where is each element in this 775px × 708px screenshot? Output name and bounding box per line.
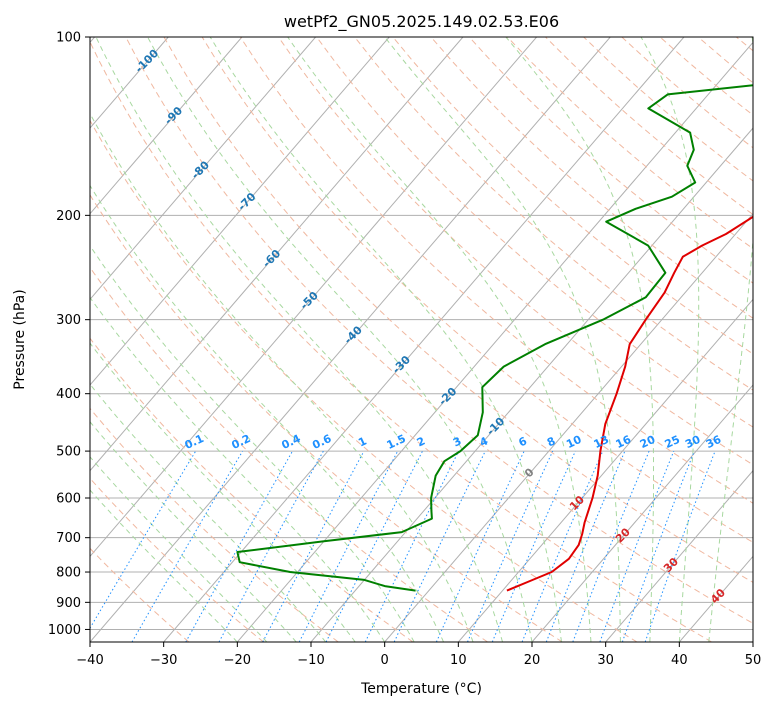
- isotherm-line: [384, 212, 753, 642]
- x-axis: −40 −30 −20 −10 0 10 20 30 40 50: [76, 642, 761, 668]
- mixing-ratio-line: [262, 450, 365, 642]
- moist-adiabat: [147, 37, 533, 642]
- mixing-ratio-line: [621, 450, 695, 642]
- moist-adiabat: [287, 37, 592, 642]
- x-tick-label: −20: [224, 653, 251, 668]
- dry-adiabat: [163, 37, 753, 583]
- mixing-ratio-line: [644, 450, 716, 642]
- isotherm-line: [531, 384, 753, 642]
- y-tick-label: 900: [56, 596, 81, 611]
- mixing-ratio-label: 16: [614, 433, 634, 451]
- y-tick-label: 700: [56, 531, 81, 546]
- dry-adiabat: [90, 194, 563, 642]
- dry-adiabat: [90, 266, 488, 642]
- x-tick-label: 0: [381, 653, 389, 668]
- plot-frame: [89, 36, 754, 643]
- mixing-ratio-label: 36: [704, 433, 724, 451]
- x-tick-label: 30: [597, 653, 614, 668]
- mixing-ratio-label: 20: [638, 433, 658, 451]
- mixing-ratio-label: 13: [592, 433, 611, 451]
- moist-adiabat: [384, 37, 621, 642]
- x-tick-label: −10: [297, 653, 324, 668]
- y-axis: 100 200 300 400 500 600 700 800 900 1000: [48, 31, 90, 638]
- moist-adiabat: [90, 184, 445, 642]
- isotherm-line: [90, 37, 464, 472]
- mixing-ratio-line: [364, 450, 460, 642]
- dry-adiabat: [201, 37, 753, 543]
- dewpoint-profile-line: [236, 84, 753, 592]
- dry-adiabat: [90, 337, 414, 642]
- y-tick-label: 500: [56, 445, 81, 460]
- mixing-ratio-line: [572, 450, 650, 642]
- moist-adiabat: [90, 244, 415, 642]
- dry-adiabat: [90, 119, 638, 642]
- plot-area: [90, 37, 753, 642]
- mixing-ratio-line: [218, 450, 324, 642]
- mixing-ratio-label: 30: [683, 433, 703, 451]
- isotherm-line: [90, 37, 611, 642]
- y-tick-label: 1000: [48, 623, 81, 638]
- mixing-ratio-label: 25: [663, 433, 682, 451]
- y-tick-label: 100: [56, 31, 81, 46]
- y-tick-label: 300: [56, 313, 81, 328]
- x-axis-title: Temperature (°C): [360, 681, 482, 697]
- mixing-ratio-line: [491, 450, 576, 642]
- mixing-ratio-line: [599, 450, 675, 642]
- dry-adiabat: [392, 37, 753, 355]
- dry-adiabat: [90, 547, 190, 642]
- chart-title: wetPf2_GN05.2025.149.02.53.E06: [284, 12, 559, 32]
- dry-adiabat: [125, 37, 753, 624]
- dry-adiabat: [430, 37, 753, 319]
- moist-adiabat: [708, 37, 753, 642]
- moist-adiabat: [90, 383, 327, 642]
- dry-adiabat: [239, 37, 753, 504]
- mixing-ratio-label: 10: [564, 433, 584, 451]
- dry-adiabat: [354, 37, 753, 391]
- x-tick-label: −30: [150, 653, 177, 668]
- isotherm-line: [90, 37, 317, 301]
- moist-adiabat: [90, 421, 297, 642]
- temperature-profile-line: [506, 215, 753, 592]
- dry-adiabat: [316, 37, 753, 428]
- moist-adiabat: [90, 456, 268, 642]
- mixing-ratio-line: [521, 450, 604, 642]
- x-tick-label: 20: [524, 653, 541, 668]
- y-tick-label: 400: [56, 387, 81, 402]
- isotherm-line: [90, 37, 243, 215]
- isotherm-line: [605, 469, 753, 642]
- dry-adiabat: [90, 40, 712, 642]
- moist-adiabat: [640, 37, 700, 642]
- x-tick-label: −40: [76, 653, 103, 668]
- moist-adiabat: [90, 342, 356, 642]
- dry-adiabat: [90, 477, 264, 642]
- x-tick-label: 40: [671, 653, 688, 668]
- isotherm-line: [90, 37, 538, 558]
- y-tick-label: 800: [56, 566, 81, 581]
- isotherm-line: [163, 37, 685, 642]
- dry-adiabat: [90, 407, 339, 642]
- isotherm-line: [310, 127, 753, 642]
- mixing-ratio-line: [467, 450, 554, 642]
- x-tick-label: 10: [450, 653, 467, 668]
- mixing-ratio-line: [325, 450, 423, 642]
- moist-adiabat: [90, 112, 474, 642]
- mixing-ratio-line: [545, 450, 626, 642]
- isotherm-line: [90, 37, 390, 386]
- isotherm-line: [457, 298, 753, 642]
- y-tick-label: 600: [56, 492, 81, 507]
- mixing-ratio-line: [185, 450, 293, 642]
- moist-adiabat: [505, 37, 654, 642]
- y-tick-label: 200: [56, 209, 81, 224]
- y-axis-title: Pressure (hPa): [12, 289, 28, 389]
- x-tick-label: 50: [745, 653, 762, 668]
